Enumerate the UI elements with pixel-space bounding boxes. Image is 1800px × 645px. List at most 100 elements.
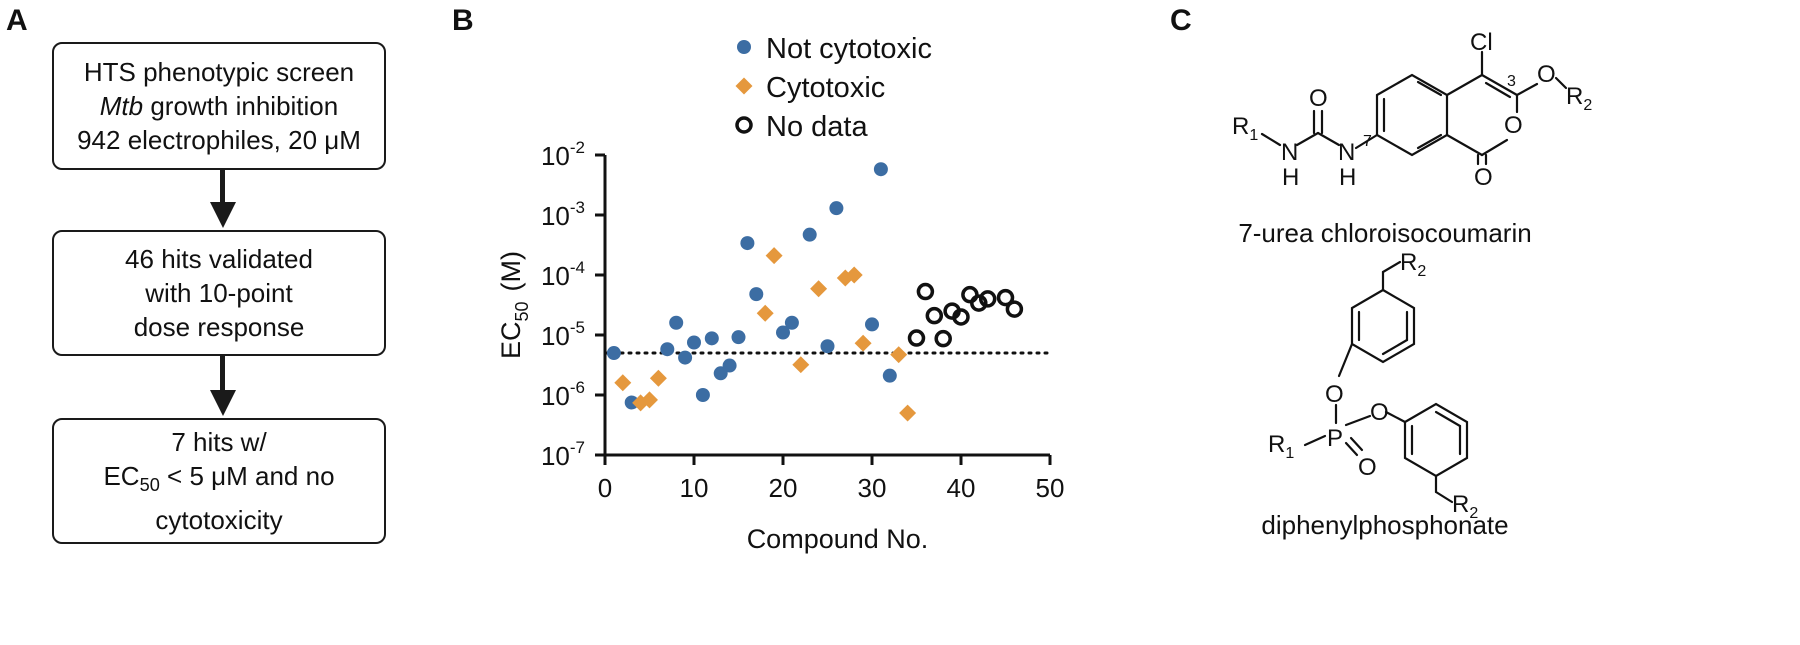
y-axis-title-unit: (M) [496, 251, 526, 291]
chart-axes: 10-710-610-510-410-310-20 10 20 30 40 50Compo… [496, 138, 1064, 554]
point-no-data [934, 329, 952, 348]
y-tick-label: 10-4 [541, 258, 585, 291]
x-tick-label: 40 [947, 473, 976, 503]
flow-box-final-line3: cytotoxicity [155, 504, 283, 535]
panel-letter-a: A [6, 4, 28, 37]
urea-oxygen-label: O [1309, 85, 1328, 112]
urea-n2-label: N [1338, 139, 1355, 166]
x-tick-label: 0 [598, 473, 612, 503]
point-not-cytotoxic [784, 315, 799, 330]
y-tick-base: 10 [541, 321, 570, 351]
x-tick-label: 50 [1036, 473, 1065, 503]
position-7-label: 7 [1363, 133, 1372, 150]
flow-box-screen-line3: 942 electrophiles, 20 μM [77, 125, 361, 155]
point-cytotoxic [810, 280, 828, 298]
point-no-data [916, 282, 935, 301]
flow-ec-sub: 50 [139, 475, 160, 496]
ether-oxygen-label: O [1537, 61, 1556, 88]
point-not-cytotoxic [695, 388, 710, 402]
r2-sub: 2 [1583, 97, 1592, 114]
point-no-data [925, 306, 944, 325]
point-cytotoxic [792, 356, 810, 374]
y-tick-exponent: -6 [570, 378, 585, 397]
legend-marker-no-data [735, 116, 753, 134]
point-no-data [907, 329, 926, 347]
point-no-data [978, 290, 997, 308]
y-tick-base: 10 [541, 381, 570, 411]
point-not-cytotoxic [873, 162, 888, 177]
caption-diphenylphosphonate: diphenylphosphonate [1261, 510, 1509, 540]
r1-main: R [1232, 113, 1249, 140]
point-cytotoxic [845, 266, 863, 284]
y-tick-label: 10-3 [541, 198, 585, 231]
point-not-cytotoxic [704, 331, 719, 346]
point-cytotoxic [836, 269, 854, 287]
point-no-data [943, 302, 961, 320]
phosphonate-o-top-label: O [1325, 381, 1344, 408]
chart-legend: Not cytotoxic Cytotoxic No data [735, 33, 932, 143]
flow-box-hits: 46 hits validated with 10-point dose res… [52, 230, 386, 356]
urea-h1-label: H [1282, 164, 1299, 191]
y-tick-base: 10 [541, 201, 570, 231]
legend-marker-cytotoxic [735, 77, 753, 95]
y-axis-title: EC50 (M) [496, 251, 532, 359]
point-not-cytotoxic [731, 330, 746, 345]
urea-h2-label: H [1339, 164, 1356, 191]
phosphoryl-oxygen-label: O [1358, 454, 1377, 481]
diphenylphosphonate-bonds [1303, 260, 1469, 504]
urea-n1-label: N [1281, 139, 1298, 166]
point-not-cytotoxic [678, 350, 693, 365]
point-not-cytotoxic [776, 325, 790, 340]
y-tick-base: 10 [541, 141, 570, 171]
point-no-data [952, 308, 970, 326]
chloroisocoumarin-bonds [1260, 50, 1568, 166]
point-not-cytotoxic [802, 227, 817, 242]
flow-box-screen-line1: HTS phenotypic screen [83, 57, 355, 87]
y-tick-label: 10-5 [541, 318, 585, 351]
y-tick-label: 10-6 [541, 378, 585, 411]
y-tick-base: 10 [541, 441, 570, 471]
x-tick-label: 10 [680, 473, 709, 503]
r2-main: R [1566, 83, 1583, 110]
r1-sub: 1 [1249, 127, 1258, 144]
point-not-cytotoxic [740, 236, 755, 251]
y-tick-label: 10-2 [541, 138, 585, 171]
y-axis-title-sub: 50 [512, 301, 532, 321]
phosphorus-label: P [1327, 425, 1343, 452]
point-not-cytotoxic [829, 201, 844, 216]
phosphonate-r1-label: R1 [1268, 431, 1294, 462]
point-no-data [961, 285, 979, 304]
flow-box-hits-line2: with 10-point [145, 278, 293, 308]
flow-arrow-1-head [210, 202, 236, 228]
r2-label: R2 [1566, 83, 1592, 114]
x-tick-label: 20 [769, 473, 798, 503]
x-axis-title: Compound No. [747, 524, 929, 554]
flow-arrow-2-shaft [220, 356, 225, 392]
point-not-cytotoxic [687, 335, 701, 350]
point-not-cytotoxic [669, 315, 684, 330]
flow-box-final-line2: EC50 < 5 μM and no [103, 459, 334, 502]
top-r2-sub: 2 [1417, 263, 1426, 280]
y-tick-exponent: -5 [570, 318, 585, 337]
point-not-cytotoxic [749, 287, 764, 302]
point-not-cytotoxic [882, 368, 897, 383]
phosphonate-r1-main: R [1268, 431, 1285, 458]
legend-label-not-cytotoxic: Not cytotoxic [766, 33, 932, 65]
top-r2-label: R2 [1400, 249, 1426, 280]
flow-box-final: 7 hits w/ EC50 < 5 μM and no cytotoxicit… [52, 418, 386, 544]
phosphonate-o-right-label: O [1370, 399, 1389, 426]
flow-box-hits-line3: dose response [133, 312, 305, 342]
flow-arrow-2-head [210, 390, 236, 416]
y-tick-exponent: -4 [570, 258, 585, 277]
point-cytotoxic [641, 391, 658, 409]
y-axis-title-main: EC [496, 322, 526, 360]
carbonyl-oxygen-label: O [1474, 164, 1493, 191]
caption-chloroisocoumarin: 7-urea chloroisocoumarin [1238, 218, 1532, 248]
point-not-cytotoxic [606, 346, 621, 361]
y-tick-exponent: -2 [570, 138, 585, 157]
chloro-label: Cl [1470, 29, 1493, 56]
y-tick-exponent: -3 [570, 198, 585, 217]
panel-letter-c: C [1170, 4, 1192, 37]
point-not-cytotoxic [713, 366, 728, 381]
point-cytotoxic [765, 247, 783, 265]
